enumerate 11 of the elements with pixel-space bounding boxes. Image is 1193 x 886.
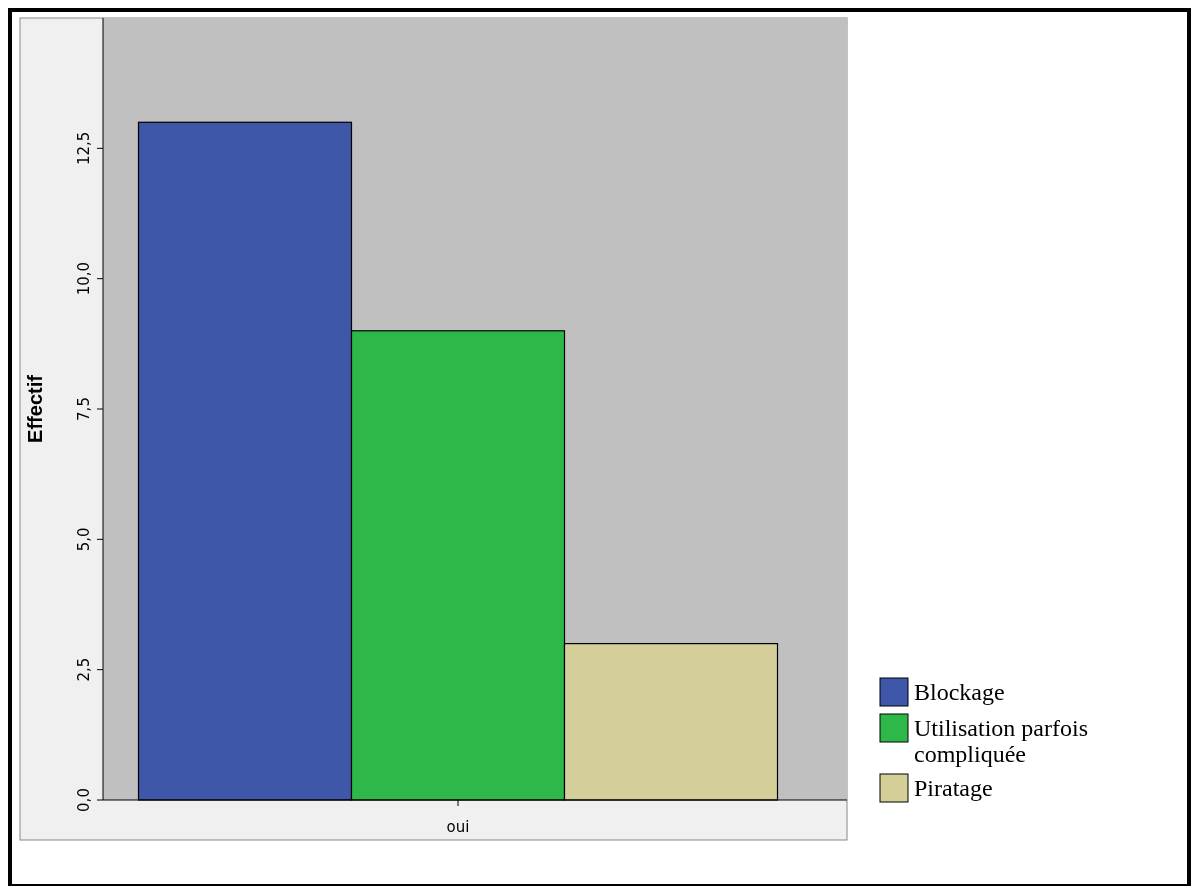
- x-tick-label: oui: [446, 818, 470, 836]
- legend-label: Utilisation parfois compliquée: [914, 715, 1088, 767]
- y-tick-label: 12,5: [75, 131, 93, 166]
- y-tick-label: 7,5: [75, 397, 93, 421]
- y-axis-title: Effectif: [24, 374, 46, 443]
- legend-label: Piratage: [914, 775, 993, 801]
- y-tick-label: 2,5: [75, 657, 93, 682]
- y-tick-label: 5,0: [75, 527, 93, 552]
- legend-label: Blockage: [914, 679, 1005, 705]
- y-tick-label: 0,0: [75, 788, 93, 812]
- y-tick-label: 10,0: [75, 261, 93, 296]
